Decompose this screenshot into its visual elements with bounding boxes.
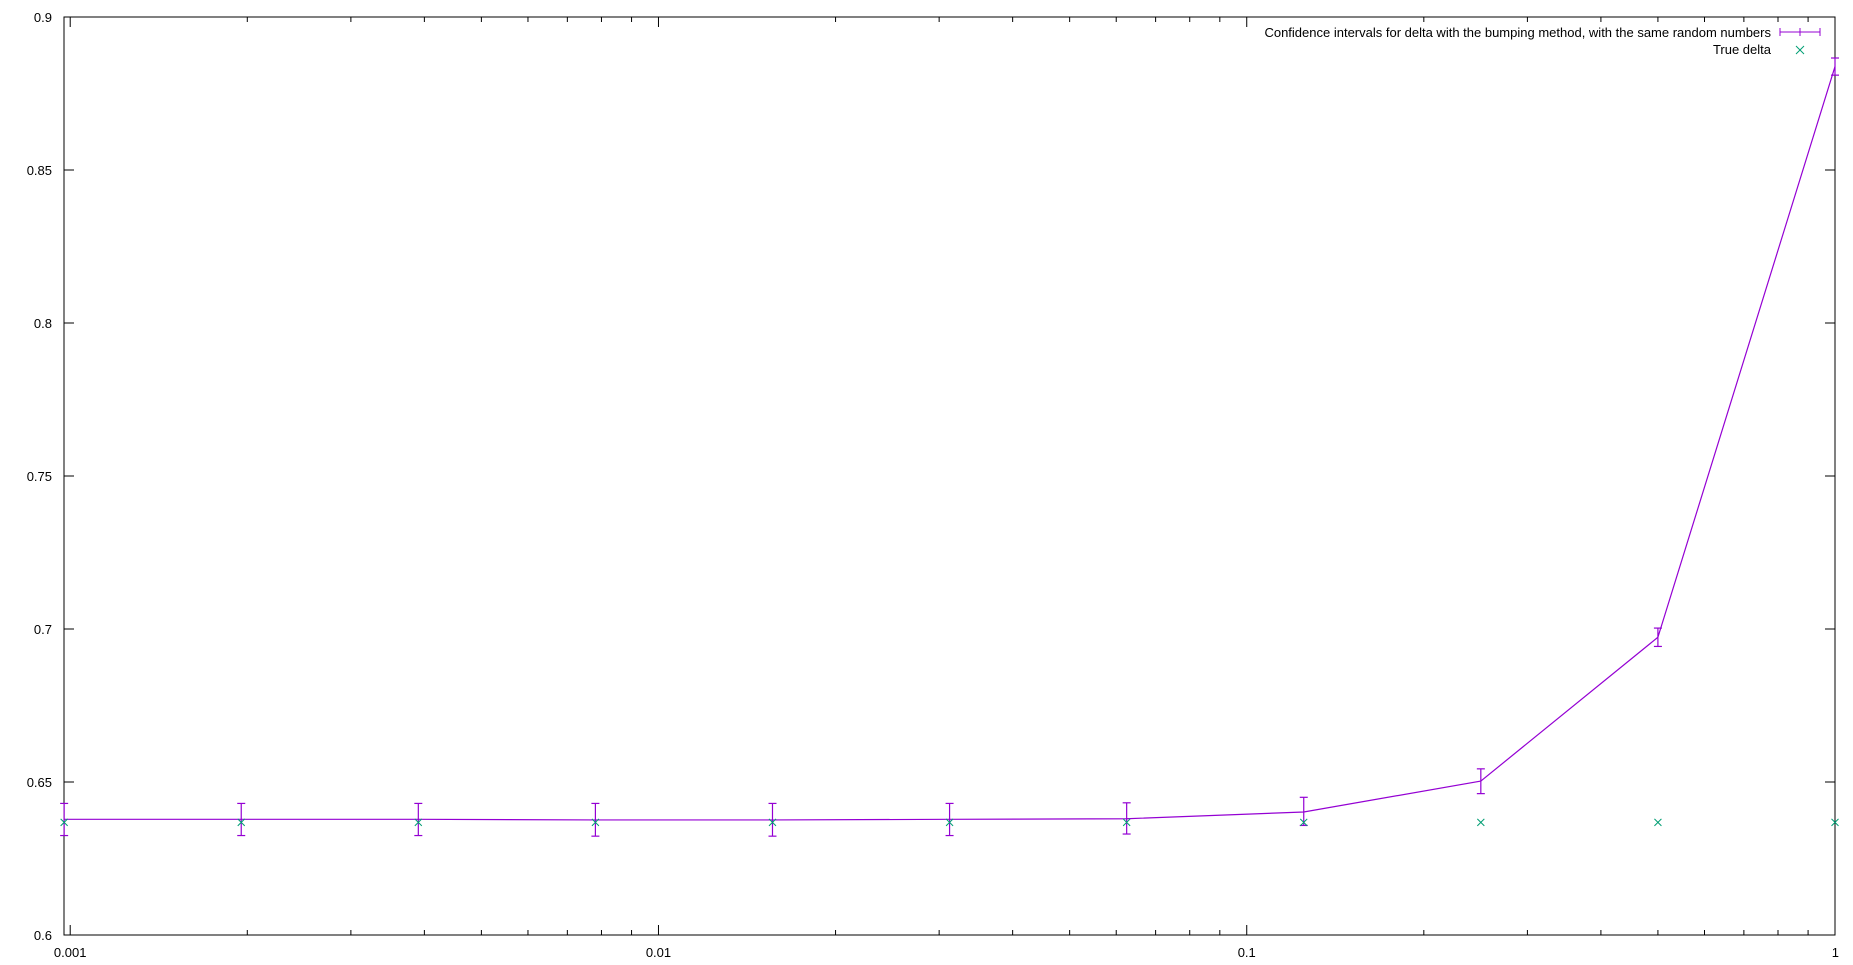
true-delta-point-stroke-b [945, 818, 954, 827]
true-delta-point [414, 818, 423, 827]
ci-error-bar [414, 802, 423, 837]
true-delta-point [1654, 818, 1662, 827]
true-delta-point-stroke-b [1476, 818, 1485, 827]
true-delta-point [1299, 818, 1308, 827]
true-delta-point-stroke-b [1122, 818, 1131, 827]
major-ticks [64, 16, 1836, 936]
true-delta-point [1122, 818, 1131, 827]
ci-error-bar [1476, 768, 1485, 795]
minor-ticks [246, 17, 1809, 935]
true-delta-point [1476, 818, 1485, 827]
legend-label-ci: Confidence intervals for delta with the … [1264, 25, 1771, 40]
legend-marker-true [1795, 45, 1805, 55]
y-tick-label: 0.8 [34, 316, 52, 331]
true-delta-point [1831, 818, 1839, 827]
true-delta-point-stroke-b [1831, 818, 1839, 827]
y-tick-labels: 0.6 0.65 0.7 0.75 0.8 0.85 0.9 [27, 10, 52, 943]
legend-label-true: True delta [1713, 42, 1772, 57]
x-tick-label: 0.01 [646, 945, 671, 960]
ci-error-bar [945, 802, 954, 837]
x-tick-labels: 0.001 0.01 0.1 1 [54, 945, 1839, 960]
plot-frame [63, 16, 1836, 936]
y-tick-label: 0.65 [27, 775, 52, 790]
ci-error-bar [768, 802, 777, 837]
y-tick-label: 0.85 [27, 163, 52, 178]
ci-error-bar [1122, 802, 1131, 835]
true-delta-point [237, 818, 246, 827]
x-tick-label: 1 [1832, 945, 1839, 960]
x-tick-label: 0.1 [1238, 945, 1256, 960]
true-delta-point [591, 818, 600, 827]
x-tick-label: 0.001 [54, 945, 87, 960]
true-delta-point-stroke-b [1299, 818, 1308, 827]
true-delta-point-stroke-b [591, 818, 600, 827]
y-tick-label: 0.9 [34, 10, 52, 25]
y-tick-label: 0.7 [34, 622, 52, 637]
true-delta-point [768, 818, 777, 827]
ci-series-line [64, 66, 1836, 821]
true-delta-point-stroke-b [237, 818, 246, 827]
ci-error-bar [1653, 627, 1662, 648]
ci-error-bar [60, 802, 69, 837]
series-true-delta [60, 818, 1839, 827]
ci-error-bar [591, 802, 600, 837]
ci-error-bar [1831, 57, 1839, 76]
true-delta-point [60, 818, 69, 827]
legend: Confidence intervals for delta with the … [1264, 25, 1821, 57]
series-confidence-intervals [60, 57, 1839, 837]
true-delta-point [945, 818, 954, 827]
true-delta-point-stroke-b [414, 818, 423, 827]
true-delta-point-stroke-b [60, 818, 69, 827]
y-tick-label: 0.6 [34, 928, 52, 943]
true-delta-point-stroke-b [768, 818, 777, 827]
ci-error-bar [237, 802, 246, 837]
true-delta-point-stroke-b [1654, 818, 1662, 827]
y-tick-label: 0.75 [27, 469, 52, 484]
